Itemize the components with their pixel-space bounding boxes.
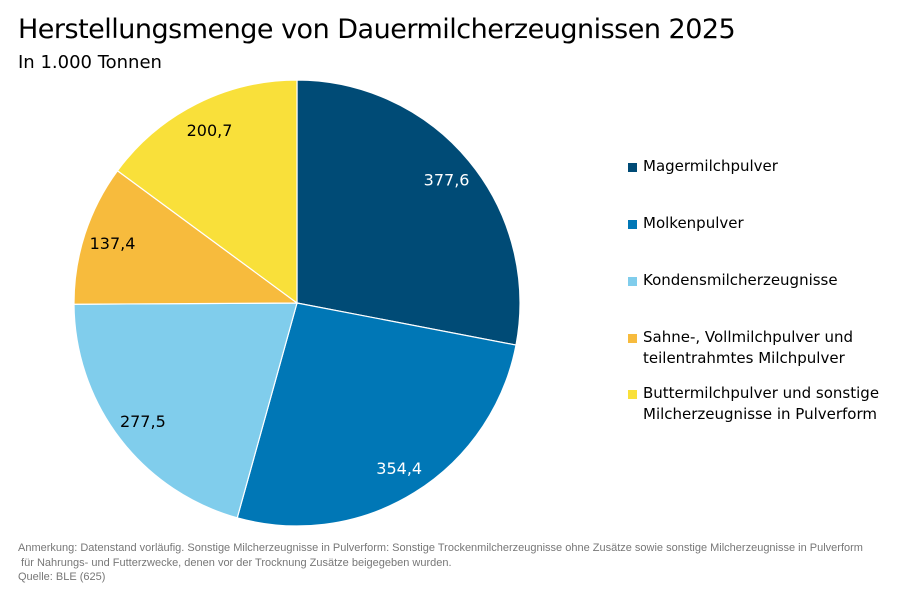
legend-item-4: Buttermilchpulver und sonstige Milcherzeu… — [628, 383, 879, 425]
footnote: Anmerkung: Datenstand vorläufig. Sonstig… — [18, 541, 863, 585]
legend-label: Magermilchpulver — [643, 156, 778, 177]
legend-label-line: Molkenpulver — [643, 214, 744, 232]
pie-slice-4 — [116, 79, 298, 305]
legend-item-0: Magermilchpulver — [628, 156, 778, 177]
chart-title: Herstellungsmenge von Dauermilcherzeugni… — [18, 14, 736, 45]
legend-item-2: Kondensmilcherzeugnisse — [628, 270, 838, 291]
pie-slice-0 — [296, 79, 521, 346]
legend-swatch — [628, 163, 637, 172]
legend-label-line: Buttermilchpulver und sonstige — [643, 384, 880, 402]
legend-swatch — [628, 220, 637, 229]
note-line-1: Anmerkung: Datenstand vorläufig. Sonstig… — [18, 542, 863, 554]
source: Quelle: BLE (625) — [18, 571, 106, 583]
legend-label-line: teilentrahmtes Milchpulver — [643, 349, 845, 367]
legend-item-1: Molkenpulver — [628, 213, 744, 234]
slice-label-2: 277,5 — [120, 412, 166, 431]
slice-label-4: 200,7 — [187, 121, 233, 140]
slice-label-3: 137,4 — [90, 234, 136, 253]
chart-subtitle: In 1.000 Tonnen — [18, 52, 162, 73]
legend-label-line: Sahne-, Vollmilchpulver und — [643, 328, 853, 346]
slice-label-0: 377,6 — [424, 170, 470, 189]
legend-label: Sahne-, Vollmilchpulver und teilentrahmte… — [643, 327, 853, 369]
pie-slice-1 — [236, 302, 517, 527]
legend-label-line: Milcherzeugnisse in Pulverform — [643, 405, 878, 423]
legend-label: Kondensmilcherzeugnisse — [643, 270, 838, 291]
note-line-2: für Nahrungs- und Futterzwecke, denen vo… — [18, 556, 452, 569]
pie-slice-2 — [73, 302, 298, 519]
legend-label-line: Kondensmilcherzeugnisse — [643, 271, 838, 289]
slice-label-1: 354,4 — [376, 459, 422, 478]
legend-label: Buttermilchpulver und sonstige Milcherzeu… — [643, 383, 879, 425]
legend-label: Molkenpulver — [643, 213, 744, 234]
legend-swatch — [628, 390, 637, 399]
legend-label-line: Magermilchpulver — [643, 157, 778, 175]
pie-slice-3 — [73, 169, 299, 305]
legend-swatch — [628, 277, 637, 286]
legend-item-3: Sahne-, Vollmilchpulver und teilentrahmte… — [628, 327, 853, 369]
legend-swatch — [628, 334, 637, 343]
